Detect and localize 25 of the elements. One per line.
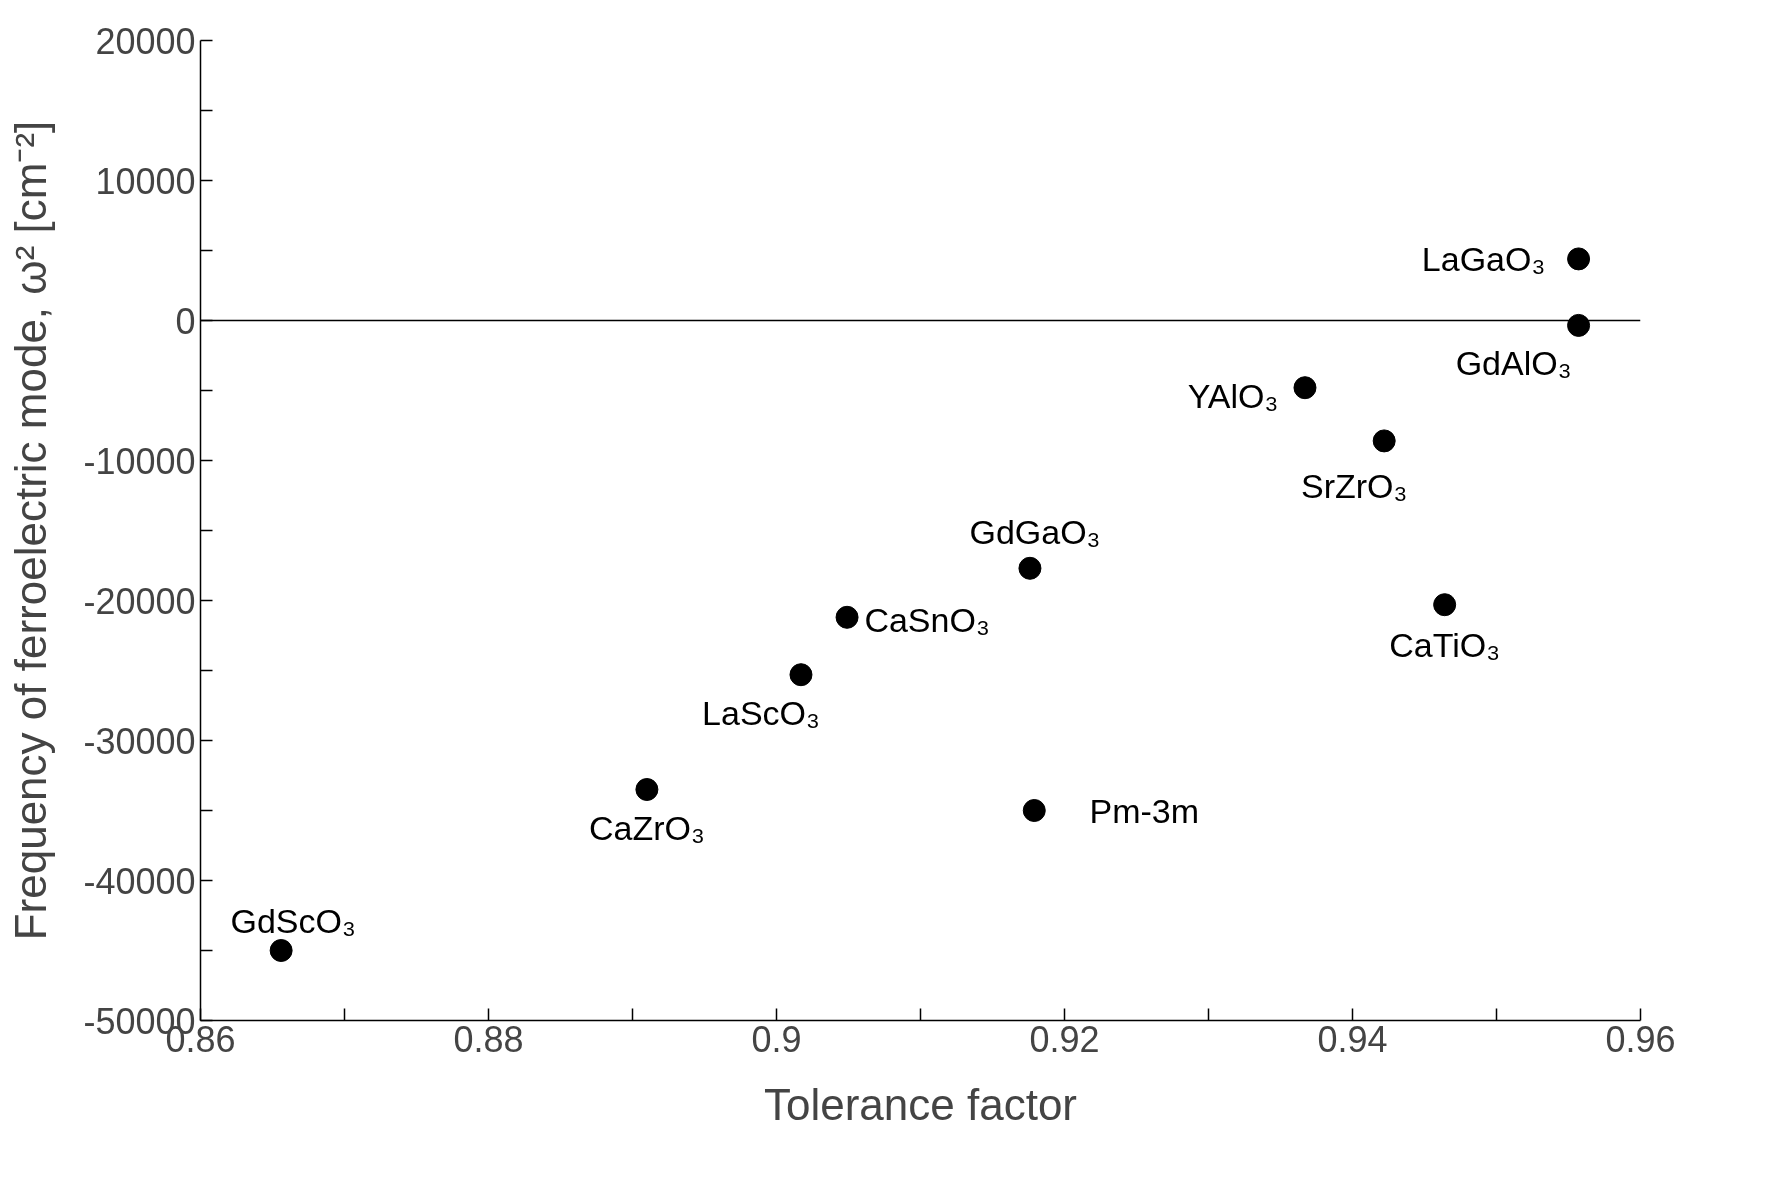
y-tick-label: -20000 [83, 580, 196, 622]
y-axis-title: Frequency of ferroelectric mode, ω² [cm⁻²] [6, 120, 56, 941]
annotation: LaScO₃ [702, 693, 820, 732]
annotation: GdGaO₃ [969, 513, 1101, 552]
y-tick-label: 20000 [95, 20, 196, 62]
annotation: YAlO₃ [1187, 376, 1279, 415]
x-tick-label: 0.88 [453, 1018, 524, 1060]
y-tick-label: 10000 [95, 160, 196, 202]
x-tick-label: 0.9 [751, 1018, 802, 1060]
annotation: GdScO₃ [230, 901, 356, 940]
annotation: CaTiO₃ [1389, 625, 1501, 664]
y-tick-label: -30000 [83, 720, 196, 762]
x-axis-title: Tolerance factor [763, 1079, 1078, 1129]
annotation: CaZrO₃ [588, 808, 705, 847]
x-tick-label: 0.96 [1605, 1018, 1676, 1060]
x-tick-label: 0.92 [1029, 1018, 1100, 1060]
y-tick-label: 0 [175, 300, 196, 342]
annotation: SrZrO₃ [1300, 466, 1408, 505]
annotation: Pm-3m [1089, 791, 1200, 830]
annotation: LaGaO₃ [1421, 239, 1546, 278]
x-tick-label: 0.94 [1317, 1018, 1388, 1060]
annotation: CaSnO₃ [864, 601, 990, 640]
y-tick-label: -40000 [83, 860, 196, 902]
annotation: GdAlO₃ [1455, 344, 1572, 383]
y-tick-label: -10000 [83, 440, 196, 482]
